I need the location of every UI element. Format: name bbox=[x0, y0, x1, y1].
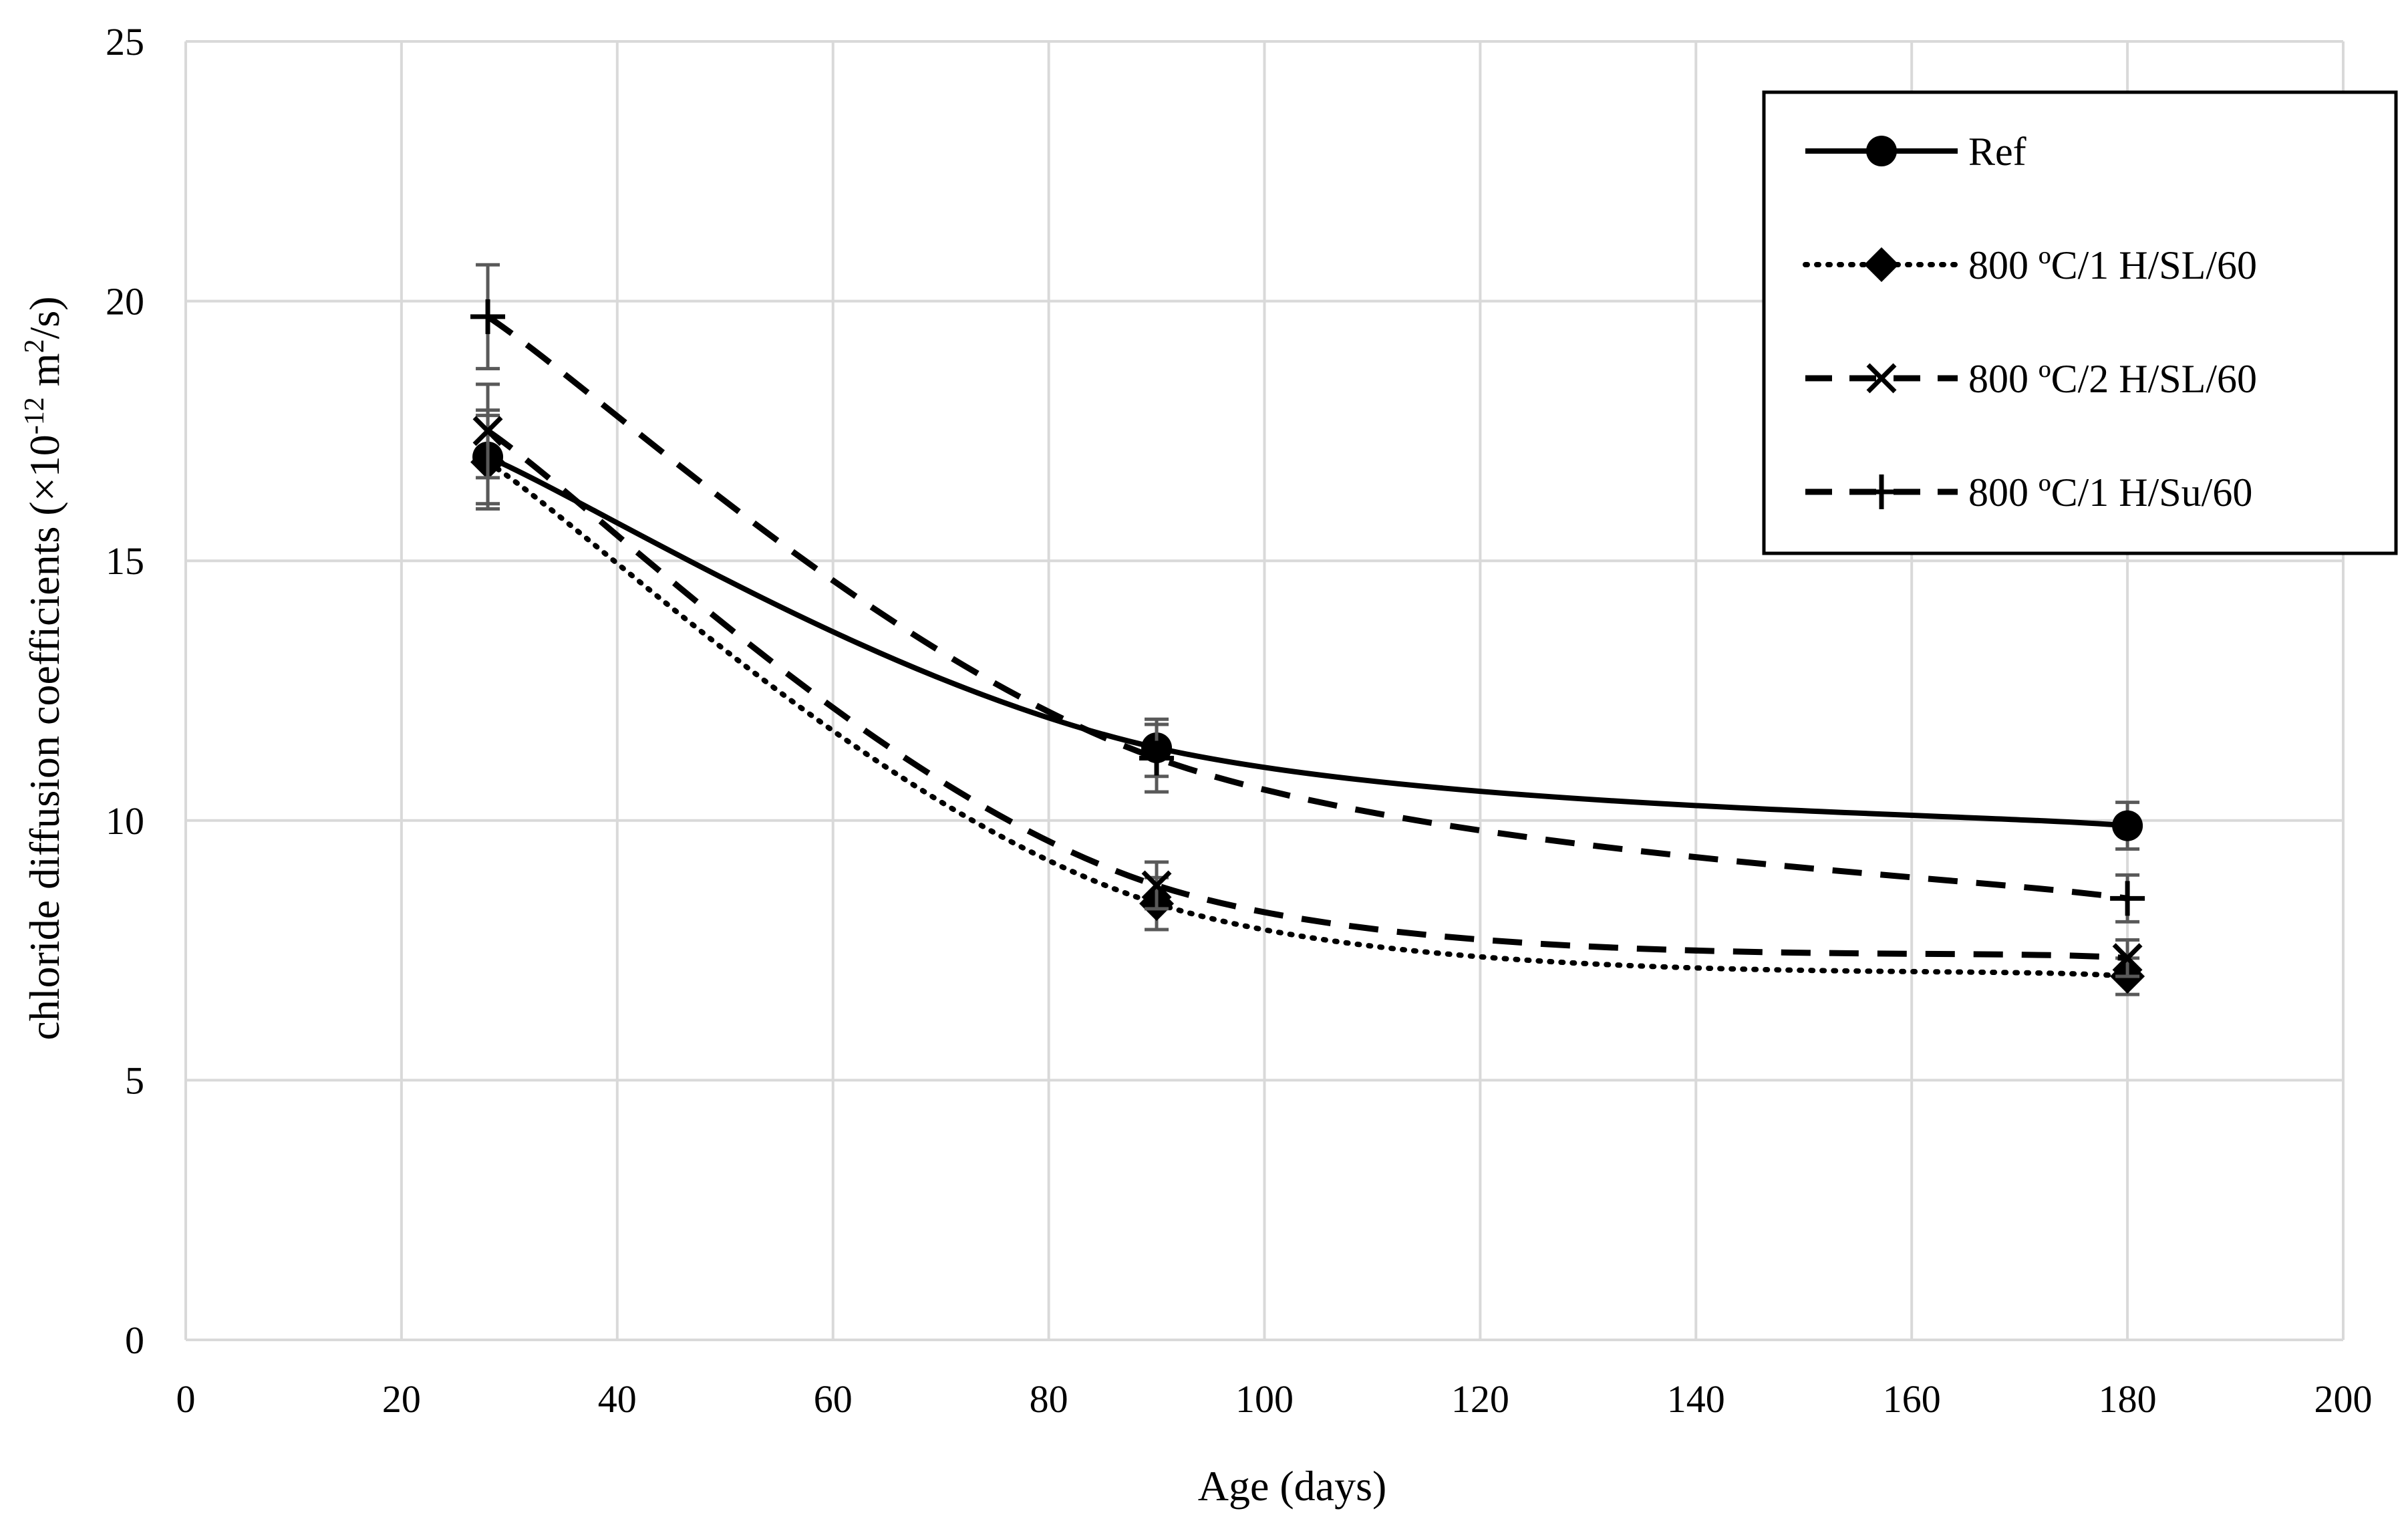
tick-labels: 0 20 40 60 80 100 120 140 160 180 200 0 5 10 15 20 25 bbox=[106, 20, 2373, 1421]
x-tick-label: 60 bbox=[814, 1377, 853, 1421]
data-point bbox=[2112, 810, 2143, 841]
y-axis-title-sup-2: 2 bbox=[19, 339, 50, 353]
x-tick-label: 200 bbox=[2314, 1377, 2373, 1421]
legend: Ref 800 ºC/1 H/SL/60 800 ºC/2 H/SL/60 800 º… bbox=[1762, 90, 2398, 555]
legend-label: 800 ºC/1 H/SL/60 bbox=[1968, 243, 2257, 287]
y-tick-label: 5 bbox=[125, 1059, 144, 1102]
data-point bbox=[472, 416, 503, 446]
y-tick-label: 10 bbox=[106, 799, 144, 843]
series-line bbox=[486, 454, 2128, 829]
x-tick-label: 80 bbox=[1030, 1377, 1068, 1421]
legend-label: 800 ºC/2 H/SL/60 bbox=[1968, 357, 2257, 401]
x-tick-label: 140 bbox=[1667, 1377, 1725, 1421]
y-tick-label: 20 bbox=[106, 280, 144, 323]
x-tick-label: 40 bbox=[598, 1377, 637, 1421]
data-point bbox=[1139, 740, 1175, 776]
legend-entry: 800 ºC/1 H/SL/60 bbox=[1803, 243, 2257, 287]
data-point bbox=[470, 299, 506, 334]
x-tick-label: 180 bbox=[2099, 1377, 2157, 1421]
legend-entry: 800 ºC/1 H/Su/60 bbox=[1805, 470, 2252, 515]
legend-marker bbox=[1864, 474, 1899, 509]
series-800-c-2-h-sl-60 bbox=[472, 382, 2143, 978]
legend-entry: 800 ºC/2 H/SL/60 bbox=[1805, 357, 2257, 401]
legend-marker bbox=[1866, 136, 1897, 166]
y-axis-title-end: /s) bbox=[21, 296, 68, 339]
legend-box bbox=[1762, 90, 2398, 555]
legend-entry: Ref bbox=[1805, 130, 2026, 174]
y-tick-label: 0 bbox=[125, 1318, 144, 1362]
legend-label: 800 ºC/1 H/Su/60 bbox=[1968, 470, 2252, 515]
x-tick-label: 20 bbox=[382, 1377, 421, 1421]
legend-label: Ref bbox=[1968, 130, 2026, 174]
y-axis-title-sup-1: -12 bbox=[19, 397, 50, 434]
data-point bbox=[1141, 870, 1172, 901]
data-point bbox=[2112, 943, 2143, 974]
series-line bbox=[486, 428, 2128, 962]
legend-marker bbox=[1864, 247, 1899, 282]
x-axis-title: Age (days) bbox=[1198, 1462, 1387, 1510]
x-tick-label: 100 bbox=[1235, 1377, 1294, 1421]
series-line bbox=[486, 314, 2128, 901]
x-tick-label: 0 bbox=[176, 1377, 196, 1421]
legend-marker bbox=[1866, 363, 1897, 394]
y-tick-label: 25 bbox=[106, 20, 144, 63]
axes bbox=[184, 41, 2343, 1341]
y-axis-title-mid: m bbox=[21, 353, 68, 397]
series-800-c-1-h-su-60 bbox=[470, 263, 2145, 924]
data-point bbox=[2110, 881, 2145, 916]
y-tick-label: 15 bbox=[106, 539, 144, 583]
plot-area bbox=[470, 263, 2145, 996]
x-tick-label: 120 bbox=[1451, 1377, 1509, 1421]
y-axis-title: chloride diffusion coefficients (×10-12 … bbox=[19, 296, 68, 1040]
y-axis-title-main: chloride diffusion coefficients (×10 bbox=[21, 434, 68, 1040]
x-tick-label: 160 bbox=[1883, 1377, 1941, 1421]
